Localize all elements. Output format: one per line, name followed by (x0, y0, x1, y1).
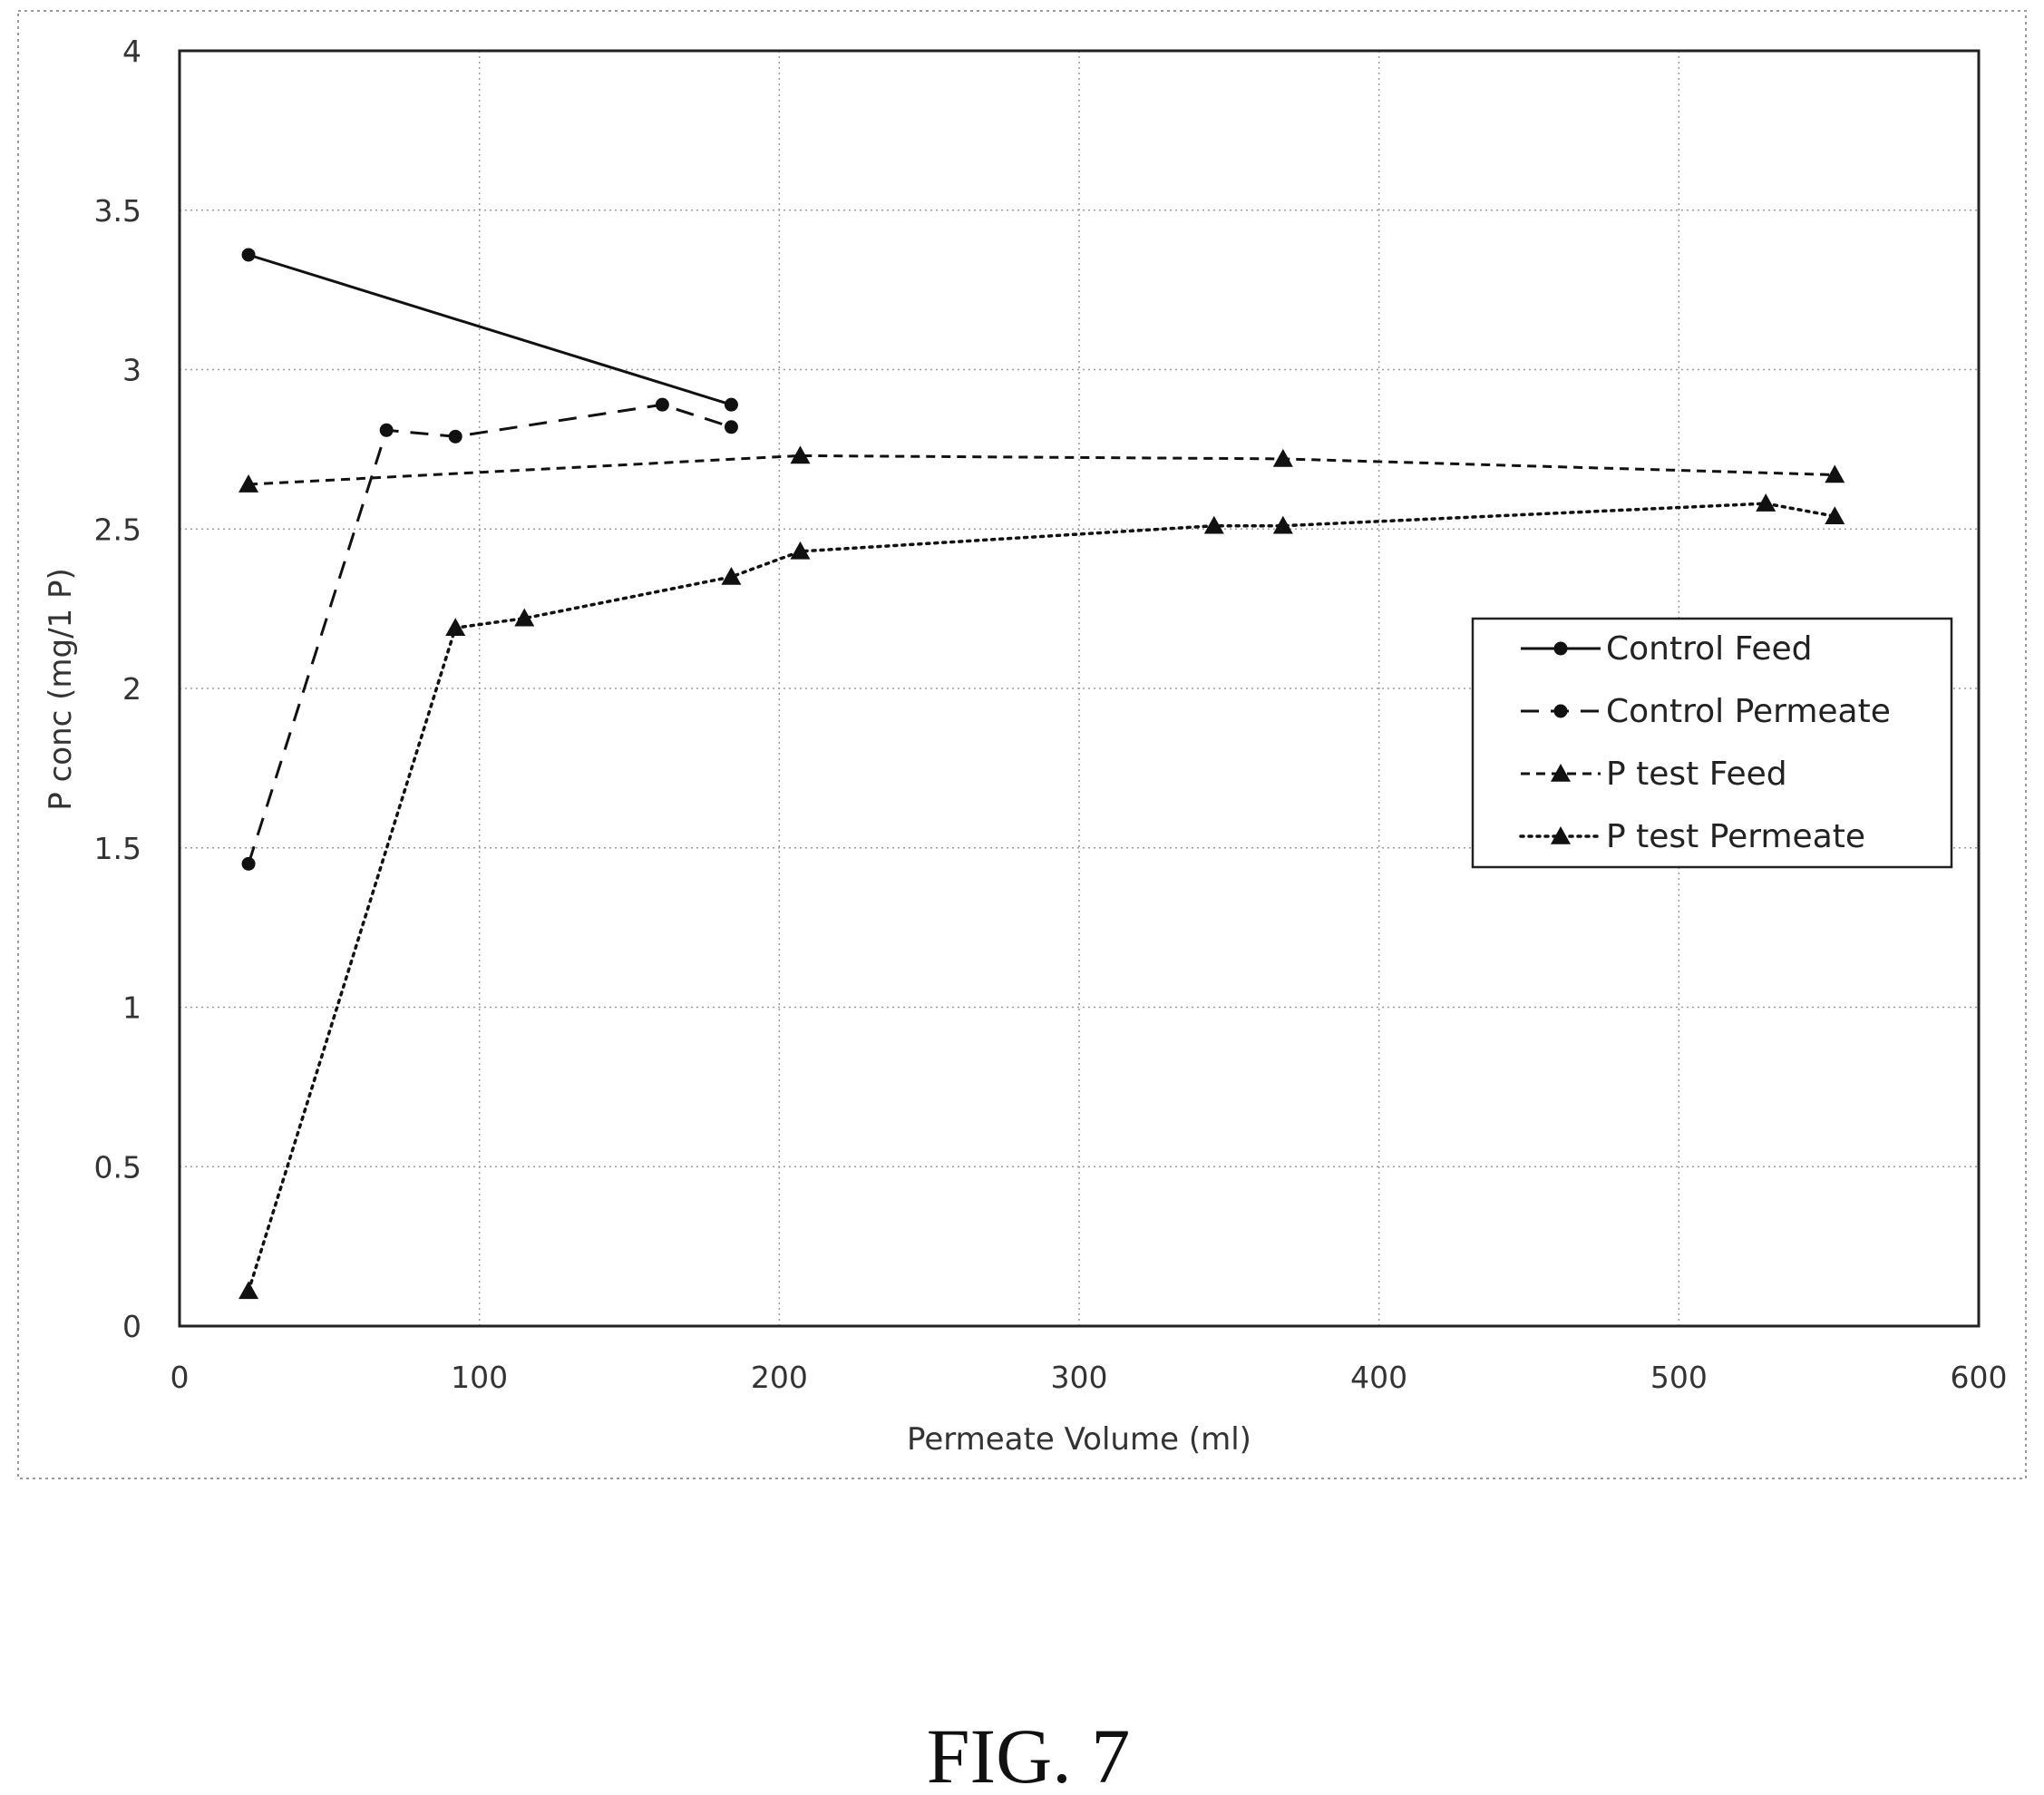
data-point-p-test-permeate (1825, 506, 1845, 524)
data-point-p-test-feed (1272, 448, 1293, 467)
legend-label-control-permeate: Control Permeate (1606, 693, 1891, 730)
data-point-p-test-permeate (1272, 515, 1293, 534)
x-axis-title: Permeate Volume (ml) (907, 1421, 1251, 1458)
x-tick-label: 100 (451, 1360, 508, 1395)
y-tick-label: 4 (122, 34, 141, 69)
series-p-test-permeate (238, 493, 1845, 1300)
data-point-p-test-feed (1825, 464, 1845, 483)
data-point-control-feed (724, 397, 738, 412)
data-point-p-test-permeate (721, 566, 742, 585)
data-point-control-permeate (655, 397, 669, 412)
data-point-control-permeate (448, 429, 462, 444)
legend: Control Feed Control Permeate P test Fee… (1471, 617, 1953, 869)
series-p-test-feed (238, 445, 1845, 493)
data-point-control-feed (241, 248, 256, 262)
data-point-p-test-permeate (445, 618, 466, 637)
x-tick-label: 0 (170, 1360, 190, 1395)
legend-marker-p-test-permeate (1551, 826, 1571, 844)
data-point-control-permeate (379, 423, 394, 437)
x-tick-label: 200 (751, 1360, 808, 1395)
data-point-control-permeate (724, 420, 738, 434)
x-tick-label: 500 (1650, 1360, 1708, 1395)
x-tick-label: 400 (1350, 1360, 1407, 1395)
data-point-control-permeate (241, 856, 256, 871)
legend-marker-control-permeate (1553, 704, 1568, 718)
series-line-control-feed (248, 253, 732, 406)
series-control-feed (241, 248, 738, 412)
legend-label-control-feed: Control Feed (1606, 630, 1812, 668)
data-point-p-test-feed (790, 445, 811, 464)
data-point-p-test-permeate (514, 608, 535, 627)
series-line-control-permeate (247, 403, 732, 864)
x-tick-labels: 0 100 200 300 400 500 600 (170, 1360, 2008, 1395)
y-tick-label: 1.5 (94, 831, 141, 866)
chart-outer-frame (17, 10, 2027, 1479)
y-tick-label: 0.5 (94, 1149, 141, 1185)
plot-area-border (178, 49, 1981, 1328)
y-tick-label: 0 (122, 1309, 141, 1344)
series-layer (238, 248, 1845, 1300)
x-tick-label: 300 (1051, 1360, 1108, 1395)
x-tick-label: 600 (1951, 1360, 2008, 1395)
y-tick-label: 2.5 (94, 512, 141, 547)
y-axis-title: P conc (mg/1 P) (43, 568, 79, 810)
y-tick-label: 2 (122, 671, 141, 707)
legend-label-p-test-permeate: P test Permeate (1606, 818, 1865, 855)
legend-marker-p-test-feed (1551, 764, 1571, 782)
data-point-p-test-feed (238, 474, 259, 493)
series-control-permeate (241, 397, 738, 871)
y-tick-label: 1 (122, 990, 141, 1026)
legend-items (1519, 641, 1602, 844)
y-tick-label: 3 (122, 353, 141, 388)
data-point-p-test-permeate (238, 1281, 259, 1300)
y-tick-label: 3.5 (94, 193, 141, 229)
data-point-p-test-permeate (1756, 493, 1776, 512)
legend-label-p-test-feed: P test Feed (1606, 756, 1787, 793)
figure-caption: FIG. 7 (927, 1712, 1131, 1795)
series-line-p-test-feed (248, 454, 1835, 486)
y-tick-labels: 0 0.5 1 1.5 2 2.5 3 3.5 4 (94, 34, 141, 1344)
data-point-p-test-permeate (1203, 515, 1224, 534)
legend-box (1471, 617, 1953, 869)
legend-marker-control-feed (1553, 641, 1568, 656)
data-point-p-test-permeate (790, 541, 811, 560)
